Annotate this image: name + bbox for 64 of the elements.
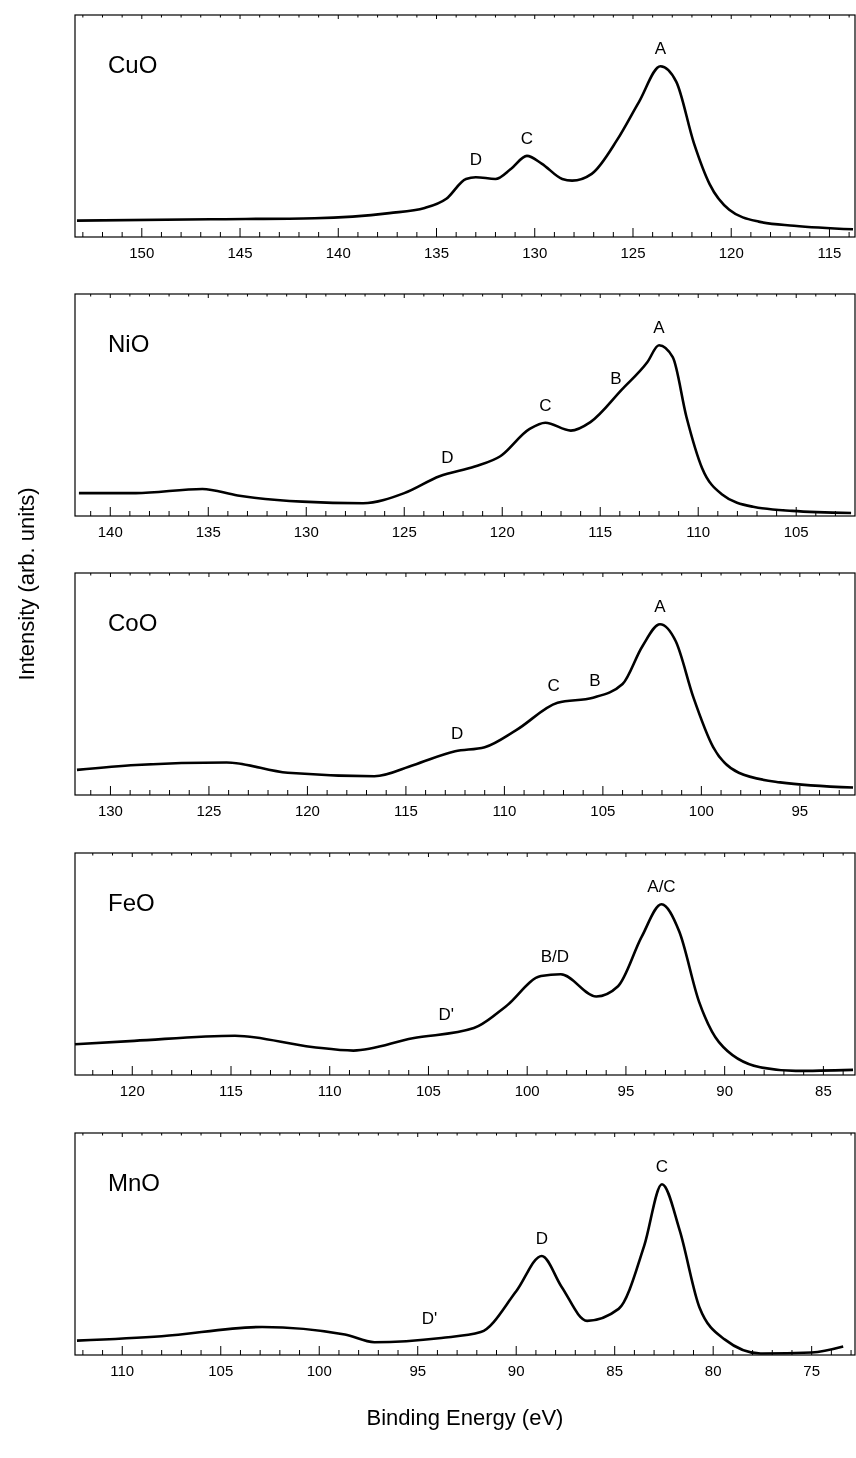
x-tick-label: 105: [590, 802, 616, 819]
x-tick-label: 95: [409, 1362, 427, 1379]
annotation: D: [441, 448, 454, 468]
x-tick-label: 85: [606, 1362, 624, 1379]
annotation: C: [547, 675, 560, 695]
annotation: A: [653, 318, 666, 338]
annotation: B: [589, 670, 601, 690]
x-tick-label: 130: [522, 244, 548, 261]
annotation: B/D: [540, 947, 570, 967]
annotation: C: [539, 395, 552, 415]
x-tick-label: 85: [815, 1082, 832, 1099]
x-tick-label: 125: [391, 523, 417, 540]
annotation: A: [654, 597, 667, 617]
x-tick-label: 135: [424, 244, 450, 261]
x-tick-label: 90: [716, 1082, 734, 1099]
x-tick-label: 130: [293, 523, 319, 540]
x-tick-label: 120: [718, 244, 744, 261]
chart-title: NiO: [108, 330, 150, 357]
chart-title: CuO: [108, 51, 158, 78]
x-tick-label: 95: [617, 1082, 635, 1099]
x-tick-label: 105: [208, 1362, 234, 1379]
y-axis-title: Intensity (arb. units): [14, 487, 39, 681]
x-tick-label: 135: [195, 523, 221, 540]
x-tick-label: 95: [791, 802, 809, 819]
x-tick-label: 80: [704, 1362, 722, 1379]
annotation: D: [469, 150, 482, 170]
annotation: C: [655, 1157, 669, 1177]
x-tick-label: 110: [317, 1082, 342, 1099]
annotation: D': [421, 1309, 438, 1329]
annotation: A/C: [647, 877, 676, 897]
x-tick-label: 150: [129, 244, 155, 261]
x-tick-label: 110: [492, 802, 517, 819]
annotation: D': [438, 1005, 455, 1025]
x-tick-label: 115: [393, 802, 418, 819]
x-tick-label: 140: [325, 244, 351, 261]
annotation: B: [610, 369, 622, 389]
x-tick-label: 125: [196, 802, 222, 819]
x-tick-label: 110: [110, 1362, 135, 1379]
x-tick-label: 105: [783, 523, 809, 540]
x-tick-label: 115: [817, 244, 842, 261]
x-tick-label: 115: [219, 1082, 243, 1099]
x-tick-label: 125: [620, 244, 646, 261]
annotation: D: [450, 723, 464, 743]
x-tick-label: 100: [514, 1082, 540, 1099]
x-tick-label: 140: [97, 523, 123, 540]
x-tick-label: 110: [686, 523, 711, 540]
x-tick-label: 145: [227, 244, 253, 261]
chart-title: MnO: [108, 1169, 161, 1196]
chart-title: CoO: [108, 609, 158, 636]
x-tick-label: 105: [415, 1082, 441, 1099]
x-tick-label: 100: [688, 802, 714, 819]
x-tick-label: 100: [306, 1362, 332, 1379]
annotation: C: [520, 128, 534, 148]
x-tick-label: 130: [97, 802, 123, 819]
annotation: D: [535, 1228, 548, 1248]
x-tick-label: 90: [507, 1362, 525, 1379]
chart-title: FeO: [108, 889, 155, 916]
x-tick-label: 115: [588, 523, 613, 540]
x-tick-label: 120: [294, 802, 320, 819]
x-axis-title: Binding Energy (eV): [366, 1405, 564, 1430]
x-tick-label: 120: [119, 1082, 145, 1099]
x-tick-label: 120: [489, 523, 515, 540]
x-tick-label: 75: [803, 1362, 821, 1379]
annotation: A: [654, 39, 667, 59]
